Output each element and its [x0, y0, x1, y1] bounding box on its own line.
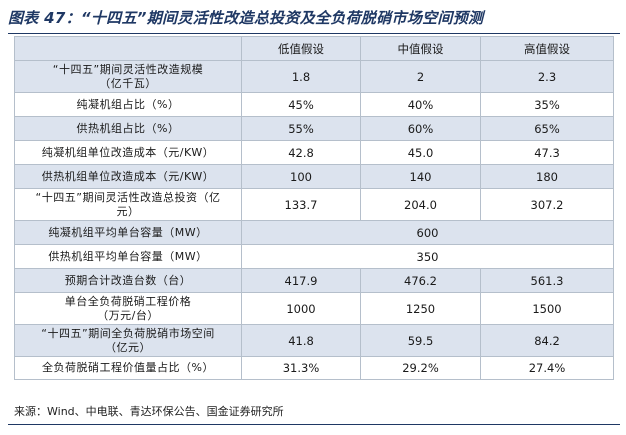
merged-value-cell: 350	[241, 244, 614, 269]
footer-divider	[8, 424, 620, 425]
table-row: 纯凝机组平均单台容量（MW） 600	[14, 220, 614, 245]
value-cell: 180	[480, 164, 614, 189]
table-row: 预期合计改造台数（台） 417.9 476.2 561.3	[14, 268, 614, 293]
value-cell: 100	[241, 164, 361, 189]
row-label: 纯凝机组占比（%）	[14, 92, 242, 117]
row-label-line: “十四五”期间灵活性改造规模	[52, 62, 204, 76]
source-note: 来源：Wind、中电联、青达环保公告、国金证券研究所	[14, 405, 284, 418]
row-label: 单台全负荷脱硝工程价格 （万元/台）	[14, 292, 242, 325]
row-label-line: 预期合计改造台数（台）	[64, 273, 192, 287]
row-label: “十四五”期间灵活性改造规模 （亿千瓦）	[14, 60, 242, 93]
value-cell: 2	[360, 60, 481, 93]
row-label-line: “十四五”期间全负荷脱硝市场空间	[41, 326, 215, 340]
table-row: 全负荷脱硝工程价值量占比（%） 31.3% 29.2% 27.4%	[14, 356, 614, 380]
table-row: 供热机组平均单台容量（MW） 350	[14, 244, 614, 269]
header-cell: 中值假设	[360, 36, 481, 61]
value-cell: 1500	[480, 292, 614, 325]
value-cell: 41.8	[241, 324, 361, 357]
title-divider	[8, 33, 620, 34]
table-row: “十四五”期间灵活性改造总投资（亿 元） 133.7 204.0 307.2	[14, 188, 614, 221]
value-cell: 2.3	[480, 60, 614, 93]
value-cell: 65%	[480, 116, 614, 141]
value-cell: 60%	[360, 116, 481, 141]
value-cell: 31.3%	[241, 356, 361, 380]
table-row: 纯凝机组单位改造成本（元/KW） 42.8 45.0 47.3	[14, 140, 614, 165]
row-label-line: 纯凝机组占比（%）	[76, 97, 180, 111]
row-label-line: （万元/台）	[97, 308, 159, 322]
value-cell: 45%	[241, 92, 361, 117]
table-row: 供热机组占比（%） 55% 60% 65%	[14, 116, 614, 141]
row-label-line: 供热机组平均单台容量（MW）	[48, 249, 208, 263]
row-label-line: 单台全负荷脱硝工程价格	[64, 294, 192, 308]
row-label-line: （亿元）	[105, 340, 151, 354]
value-cell: 40%	[360, 92, 481, 117]
row-label: “十四五”期间灵活性改造总投资（亿 元）	[14, 188, 242, 221]
value-cell: 1000	[241, 292, 361, 325]
table-row: “十四五”期间灵活性改造规模 （亿千瓦） 1.8 2 2.3	[14, 60, 614, 93]
row-label-line: 供热机组占比（%）	[76, 121, 180, 135]
row-label: “十四五”期间全负荷脱硝市场空间 （亿元）	[14, 324, 242, 357]
row-label-line: （亿千瓦）	[99, 76, 157, 90]
value-cell: 45.0	[360, 140, 481, 165]
table-row: 纯凝机组占比（%） 45% 40% 35%	[14, 92, 614, 117]
row-label: 预期合计改造台数（台）	[14, 268, 242, 293]
row-label-line: 供热机组单位改造成本（元/KW）	[41, 169, 215, 183]
table-row: 供热机组单位改造成本（元/KW） 100 140 180	[14, 164, 614, 189]
row-label: 供热机组单位改造成本（元/KW）	[14, 164, 242, 189]
value-cell: 42.8	[241, 140, 361, 165]
table-row: “十四五”期间全负荷脱硝市场空间 （亿元） 41.8 59.5 84.2	[14, 324, 614, 357]
row-label-line: “十四五”期间灵活性改造总投资（亿	[35, 190, 221, 204]
value-cell: 84.2	[480, 324, 614, 357]
value-cell: 417.9	[241, 268, 361, 293]
merged-value-cell: 600	[241, 220, 614, 245]
forecast-table: 低值假设 中值假设 高值假设 “十四五”期间灵活性改造规模 （亿千瓦） 1.8 2 2.3 纯凝…	[14, 36, 614, 380]
value-cell: 133.7	[241, 188, 361, 221]
header-cell: 低值假设	[241, 36, 361, 61]
value-cell: 476.2	[360, 268, 481, 293]
value-cell: 55%	[241, 116, 361, 141]
value-cell: 35%	[480, 92, 614, 117]
value-cell: 47.3	[480, 140, 614, 165]
table-row: 单台全负荷脱硝工程价格 （万元/台） 1000 1250 1500	[14, 292, 614, 325]
value-cell: 1250	[360, 292, 481, 325]
row-label: 供热机组占比（%）	[14, 116, 242, 141]
header-cell: 高值假设	[480, 36, 614, 61]
row-label: 全负荷脱硝工程价值量占比（%）	[14, 356, 242, 380]
value-cell: 29.2%	[360, 356, 481, 380]
row-label: 纯凝机组单位改造成本（元/KW）	[14, 140, 242, 165]
value-cell: 27.4%	[480, 356, 614, 380]
header-cell-blank	[14, 36, 242, 61]
value-cell: 204.0	[360, 188, 481, 221]
value-cell: 307.2	[480, 188, 614, 221]
value-cell: 561.3	[480, 268, 614, 293]
value-cell: 59.5	[360, 324, 481, 357]
header-row: 低值假设 中值假设 高值假设	[14, 36, 614, 61]
row-label-line: 纯凝机组平均单台容量（MW）	[48, 225, 208, 239]
value-cell: 140	[360, 164, 481, 189]
value-cell: 1.8	[241, 60, 361, 93]
figure-title: 图表 47：“十四五”期间灵活性改造总投资及全负荷脱硝市场空间预测	[8, 9, 484, 27]
row-label-line: 纯凝机组单位改造成本（元/KW）	[41, 145, 215, 159]
row-label-line: 全负荷脱硝工程价值量占比（%）	[42, 361, 214, 374]
row-label-line: 元）	[116, 204, 140, 218]
row-label: 纯凝机组平均单台容量（MW）	[14, 220, 242, 245]
row-label: 供热机组平均单台容量（MW）	[14, 244, 242, 269]
